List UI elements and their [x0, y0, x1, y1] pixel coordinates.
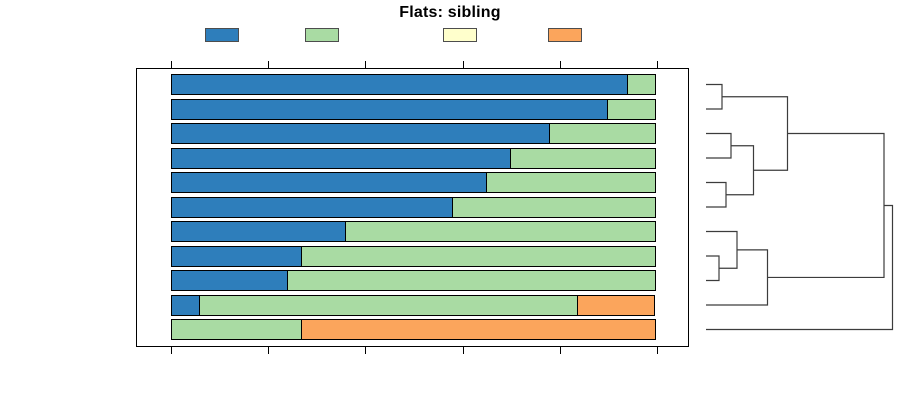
bar-segment-dip: [171, 221, 346, 242]
stacked-bar: [171, 270, 657, 291]
bar-segment-dip: [171, 98, 609, 120]
bar-segment-dip: [171, 74, 628, 95]
x-axis-tick-top: [365, 61, 367, 68]
bar-segment-dip: [171, 123, 551, 144]
legend-swatch: [305, 28, 339, 42]
stacked-bar: [171, 123, 657, 144]
stacked-bar: [171, 98, 657, 120]
x-axis-tick-bottom: [559, 347, 561, 354]
stacked-bar: [171, 221, 657, 242]
bar-segment-dip: [171, 270, 288, 291]
bar-segment-dip: [171, 147, 512, 169]
bar-segment-dip: [171, 172, 487, 193]
x-axis-tick-top: [462, 61, 464, 68]
dendrogram-links: [706, 83, 894, 331]
bar-segment-talf: [548, 123, 656, 144]
legend-swatch: [548, 28, 582, 42]
x-axis-tick-bottom: [268, 347, 270, 354]
bar-segment-rise: [577, 294, 655, 316]
bar-segment-talf: [607, 98, 656, 120]
x-axis-tick-bottom: [657, 347, 658, 354]
legend-swatch: [443, 28, 477, 42]
plot-frame: [136, 68, 689, 347]
stacked-bar: [171, 319, 657, 340]
bar-segment-talf: [171, 319, 303, 340]
bar-segment-talf: [485, 172, 656, 193]
legend-swatch: [205, 28, 239, 42]
chart-title: Flats: sibling: [399, 4, 501, 21]
x-axis-tick-bottom: [171, 347, 172, 354]
bar-segment-talf: [286, 270, 656, 291]
stacked-bar: [171, 196, 657, 218]
x-axis-tick-bottom: [462, 347, 464, 354]
bar-segment-dip: [171, 196, 453, 218]
bar-segment-rise: [301, 319, 656, 340]
stacked-bar: [171, 245, 657, 267]
bar-segment-talf: [451, 196, 656, 218]
bar-segment-talf: [510, 147, 656, 169]
stacked-bar: [171, 294, 657, 316]
stacked-bar: [171, 74, 657, 95]
bar-segment-talf: [626, 74, 656, 95]
bar-segment-talf: [199, 294, 579, 316]
x-axis-tick-top: [171, 61, 172, 68]
x-axis-tick-top: [268, 61, 270, 68]
stacked-bar: [171, 147, 657, 169]
x-axis-tick-bottom: [365, 347, 367, 354]
x-axis-tick-top: [559, 61, 561, 68]
bar-segment-dip: [171, 294, 201, 316]
x-axis-tick-top: [657, 61, 658, 68]
bar-segment-dip: [171, 245, 303, 267]
stacked-bar: [171, 172, 657, 193]
bar-segment-talf: [301, 245, 656, 267]
bar-segment-talf: [344, 221, 656, 242]
